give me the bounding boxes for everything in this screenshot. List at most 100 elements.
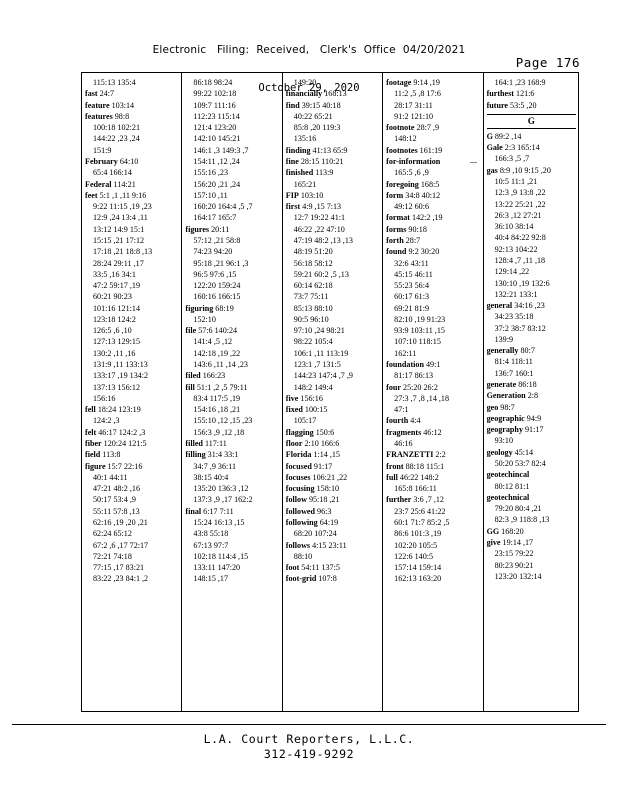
index-entry: focused 91:17 — [286, 461, 380, 472]
index-entry-continuation: 144:23 147:4 ,7 ,9 — [286, 370, 380, 381]
index-entry-continuation: 142:18 ,19 ,22 — [185, 348, 279, 359]
index-entry-continuation: 99:22 102:18 — [185, 88, 279, 99]
index-entry-continuation: 50:17 53:4 ,9 — [85, 494, 179, 505]
index-entry: focuses 106:21 ,22 — [286, 472, 380, 483]
index-term: FIP — [285, 190, 299, 200]
index-term: geology — [486, 447, 513, 457]
index-term: file — [185, 326, 197, 336]
index-entry-continuation: 154:16 ,18 ,21 — [185, 404, 279, 415]
index-references: 31:4 33:1 — [205, 450, 239, 460]
index-references: 137:3 ,9 ,17 162:2 — [193, 495, 253, 505]
index-term: fixed — [285, 405, 303, 415]
index-entry: further 3:6 ,7 ,12 — [386, 494, 480, 505]
index-references: 95:18 ,21 96:1 ,3 — [193, 258, 249, 268]
index-references: 92:13 104:22 — [494, 244, 538, 254]
index-entry-continuation: 135:20 136:3 ,12 — [185, 483, 279, 494]
index-entry: finished 113:9 — [286, 167, 380, 178]
index-term: figures — [185, 224, 210, 234]
index-term: full — [386, 472, 398, 482]
index-references: 123:20 132:14 — [494, 571, 542, 581]
efile-stamp-line-1: Electronic Filing: Received, Clerk's Off… — [152, 44, 466, 56]
index-term: feet — [85, 190, 98, 200]
index-references: 142:2 ,19 — [410, 213, 443, 223]
index-entry-continuation: 127:13 129:15 — [85, 336, 179, 347]
index-references: 81:4 118:11 — [494, 357, 533, 367]
index-term: five — [285, 393, 299, 403]
index-references: 160:16 166:15 — [193, 292, 241, 302]
index-entry: figures 20:11 — [185, 224, 279, 235]
index-references: 46:17 124:2 ,3 — [96, 427, 146, 437]
index-entry-continuation: 135:16 — [286, 133, 380, 144]
index-term: follow — [285, 495, 307, 505]
index-term: format — [386, 213, 410, 223]
index-references: 157:14 159:14 — [394, 563, 442, 573]
index-entry-continuation: 28:24 29:11 ,17 — [85, 258, 179, 269]
index-entry-continuation: 12:7 19:22 41:1 — [286, 212, 380, 223]
index-entry: geography 91:17 — [487, 424, 576, 435]
index-references: 55:11 57:8 ,13 — [93, 506, 140, 516]
index-entry: following 64:19 — [286, 517, 380, 528]
index-references: 103:14 — [109, 100, 135, 110]
index-references: 33:5 ,16 34:1 — [93, 269, 136, 279]
index-entry: Generation 2:8 — [487, 390, 576, 401]
index-references: 161:19 — [417, 145, 443, 155]
index-references: 112:23 115:14 — [193, 111, 240, 121]
index-entry: full 46:22 148:2 — [386, 472, 480, 483]
index-references: 128:4 ,7 ,11 ,18 — [494, 255, 546, 265]
index-entry: follow 95:18 ,21 — [286, 494, 380, 505]
index-entry: fiber 120:24 121:5 — [85, 438, 179, 449]
index-entry-continuation: 133:11 147:20 — [185, 562, 279, 573]
index-entry-continuation: 115:13 135:4 — [85, 77, 179, 88]
index-column-1: 115:13 135:4 fast 24:7 feature 103:14 featu… — [82, 73, 183, 711]
index-term: filled — [185, 439, 203, 448]
index-entry-continuation: 37:2 38:7 83:12 — [487, 323, 576, 334]
index-term: flagging — [285, 427, 314, 437]
index-term: for-information — [386, 156, 441, 166]
index-entry-continuation: 106:1 ,11 113:19 — [286, 348, 380, 359]
index-entry-continuation: 157:14 159:14 — [386, 562, 480, 573]
index-entry-continuation: 47:1 — [386, 404, 480, 415]
index-entry-continuation: 86:6 101:3 ,19 — [386, 528, 480, 539]
index-entry: forms 90:18 — [386, 224, 480, 235]
index-references: 155:10 ,12 ,15 ,23 — [193, 416, 253, 426]
index-references: 157:10 ,11 — [193, 190, 228, 200]
index-entry-continuation: 164:17 165:7 — [185, 212, 279, 223]
index-term: fiber — [85, 439, 102, 448]
index-entry-continuation: 165:8 166:11 — [386, 483, 480, 494]
index-references: 50:17 53:4 ,9 — [93, 495, 136, 505]
index-references: 102:20 105:5 — [394, 540, 438, 550]
index-entry: features 98:8 — [85, 111, 179, 122]
index-references: 9:2 30:20 — [406, 247, 440, 257]
index-references: 60:1 71:7 85:2 ,5 — [394, 517, 450, 527]
index-references: 123:1 ,7 131:5 — [293, 360, 341, 370]
index-references: 152:10 — [193, 314, 216, 324]
index-references: 115:13 135:4 — [93, 78, 136, 87]
index-references: 4:9 ,15 7:13 — [300, 202, 342, 212]
index-references: 156:3 ,9 ,12 ,18 — [193, 427, 245, 437]
index-entry: figure 15:7 22:16 — [85, 461, 179, 472]
index-term: focuses — [285, 472, 311, 482]
index-term: followed — [285, 506, 316, 516]
index-entry-continuation: 123:18 124:2 — [85, 314, 179, 325]
index-references: 56:18 58:12 — [293, 258, 333, 268]
index-entry: financially 168:13 — [286, 88, 380, 99]
index-entry: feet 5:1 ,1 ,11 9:16 — [85, 190, 179, 201]
index-entry-continuation: 83:22 ,23 84:1 ,2 — [85, 573, 179, 584]
index-column-3: 149:20 financially 168:13 find 39:15 40:18… — [283, 73, 384, 711]
index-entry: focusing 158:10 — [286, 483, 380, 494]
index-entry: February 64:10 — [85, 156, 179, 167]
index-term: fill — [185, 382, 195, 392]
index-references: 156:16 — [298, 393, 323, 403]
index-entry: G 89:2 ,14 — [487, 131, 576, 142]
index-entry: felt 46:17 124:2 ,3 — [85, 427, 179, 438]
index-references: 81:17 86:13 — [394, 371, 434, 381]
index-entry-continuation: 38:15 40:4 — [185, 472, 279, 483]
index-references: 83:22 ,23 84:1 ,2 — [93, 574, 149, 584]
index-entry: geology 45:14 — [487, 447, 576, 458]
index-references: 95:18 ,21 — [306, 495, 340, 505]
index-term: figuring — [185, 303, 214, 313]
index-entry-continuation: 160:20 164:4 ,5 ,7 — [185, 201, 279, 212]
index-entry-continuation: 15:15 ,21 17:12 — [85, 235, 179, 246]
index-term: foregoing — [386, 179, 419, 189]
index-references: 36:10 38:14 — [494, 222, 534, 232]
